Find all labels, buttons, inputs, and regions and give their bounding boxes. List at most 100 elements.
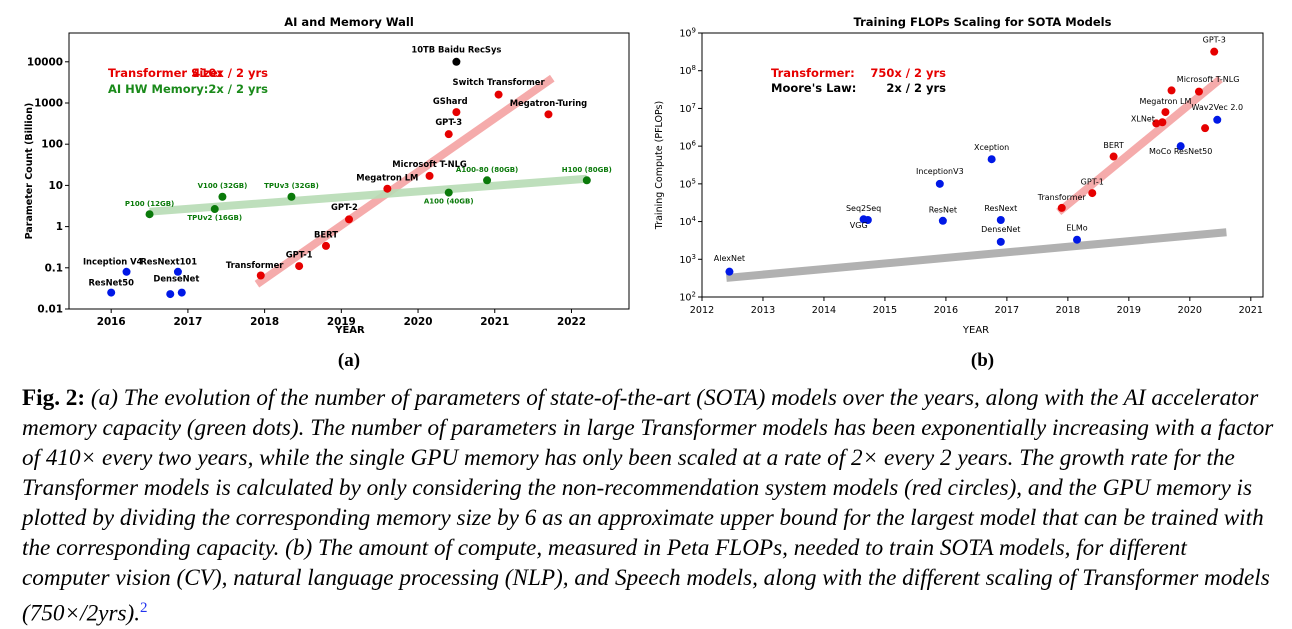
- data-label-switch-transformer: Switch Transformer: [453, 77, 546, 87]
- chart-title: Training FLOPs Scaling for SOTA Models: [854, 15, 1112, 29]
- data-point-gpt-1: [1088, 189, 1097, 198]
- data-label-tpuv2-16gb: TPUv2 (16GB): [187, 214, 242, 222]
- x-tick-label: 2016: [934, 305, 958, 316]
- data-label-resnext: ResNext: [984, 204, 1017, 213]
- data-point-a100-40gb: [444, 188, 453, 197]
- data-label-gpt-3: GPT-3: [435, 117, 462, 127]
- y-tick-label: 104: [679, 215, 696, 228]
- legend-value: 750x / 2 yrs: [870, 66, 946, 80]
- data-point-megatron-lm: [1161, 108, 1170, 117]
- chart-panel-b: Training FLOPs Scaling for SOTA Models 20…: [646, 0, 1292, 380]
- y-axis-label: Parameter Count (Billion): [24, 103, 35, 240]
- legend-value: 2x / 2 yrs: [886, 81, 946, 95]
- y-tick-label: 107: [679, 102, 696, 115]
- caption-footnote: 2: [140, 600, 148, 616]
- y-tick-label: 1: [56, 221, 63, 233]
- figure-caption: Fig. 2: (a) The evolution of the number …: [22, 383, 1274, 629]
- x-tick-label: 2019: [327, 316, 356, 328]
- x-tick-label: 2012: [690, 305, 714, 316]
- y-tick-label: 1000: [34, 97, 63, 109]
- y-tick-label: 100: [41, 139, 63, 151]
- data-label-transformer: Transformer: [226, 260, 284, 270]
- data-label-inceptionv3: InceptionV3: [916, 167, 964, 176]
- y-tick-label: 10000: [27, 56, 63, 68]
- data-label-tpuv3-32gb: TPUv3 (32GB): [264, 182, 319, 190]
- chart-title: AI and Memory Wall: [284, 15, 414, 29]
- plot-frame: [68, 32, 630, 310]
- legend-value: 2x / 2 yrs: [208, 82, 268, 96]
- data-label-seq2seq: Seq2Seq: [846, 204, 881, 213]
- x-tick-label: 2017: [995, 305, 1019, 316]
- data-label-moco-resnet50: MoCo ResNet50: [1149, 147, 1212, 156]
- data-label-inception-v4: Inception V4: [83, 257, 143, 267]
- data-label-megatron-lm: Megatron LM: [1139, 97, 1191, 106]
- data-point-xlnet: [1152, 119, 1161, 128]
- data-label-10tb-baidu-recsys: 10TB Baidu RecSys: [411, 44, 501, 54]
- y-tick-label: 10: [49, 180, 63, 192]
- trend-line-transformer-trend: [254, 74, 555, 288]
- data-point-10tb-baidu-recsys: [452, 57, 461, 66]
- data-point-bert: [321, 241, 330, 250]
- x-tick-label: 2014: [812, 305, 836, 316]
- legend-label: Transformer:: [771, 66, 855, 80]
- caption-text: (a) The evolution of the number of param…: [22, 385, 1274, 627]
- data-point-h100-80gb: [582, 176, 591, 185]
- y-axis-label: Training Compute (PFLOPs): [654, 101, 665, 230]
- data-label-densenet: DenseNet: [153, 274, 199, 284]
- legend-label: Moore's Law:: [771, 81, 856, 95]
- data-label-bert: BERT: [1103, 141, 1124, 150]
- x-tick-label: 2022: [557, 316, 586, 328]
- data-point-densenet: [996, 237, 1005, 246]
- x-tick-label: 2020: [1178, 305, 1202, 316]
- data-label-gpt-1: GPT-1: [1081, 177, 1104, 186]
- data-point-resnext: [996, 216, 1005, 225]
- data-point-gshard: [452, 108, 461, 117]
- data-point-switch-transformer: [494, 90, 503, 99]
- data-point-tpuv3-32gb: [287, 192, 296, 201]
- y-tick-label: 103: [679, 253, 696, 266]
- x-tick-label: 2015: [873, 305, 897, 316]
- data-point-gpt-3: [1210, 47, 1219, 56]
- data-label-xception: Xception: [974, 143, 1009, 152]
- data-point-resnet50: [107, 288, 116, 297]
- data-label-bert: BERT: [314, 229, 338, 239]
- data-point-unlabeled: [1167, 86, 1176, 95]
- y-tick-label: 0.01: [37, 304, 63, 316]
- x-tick-label: 2016: [97, 316, 126, 328]
- y-tick-label: 109: [679, 27, 696, 40]
- data-point-megatron-turing: [544, 110, 553, 119]
- data-point-transformer: [256, 271, 265, 280]
- chart-a-svg: AI and Memory Wall 2016 2017 2018 2019 2020 20…: [24, 15, 630, 371]
- data-label-wav2vec-2-0: Wav2Vec 2.0: [1191, 103, 1243, 112]
- data-point-resnext101: [173, 267, 182, 276]
- data-point-inceptionv3: [935, 179, 944, 188]
- data-point-alexnet: [725, 267, 734, 276]
- data-point-resnet: [938, 216, 947, 225]
- data-label-a100-80-80gb: A100-80 (80GB): [456, 166, 518, 174]
- caption-fig-label: Fig. 2:: [22, 385, 86, 411]
- data-label-xlnet: XLNet: [1131, 115, 1155, 124]
- legend-value: 410x / 2 yrs: [192, 66, 268, 80]
- data-label-resnext101: ResNext101: [140, 257, 197, 267]
- data-point-unlabeled: [1201, 124, 1210, 133]
- data-point-bert: [1109, 152, 1118, 161]
- data-label-densenet: DenseNet: [981, 225, 1020, 234]
- data-point-moco-resnet50: [1176, 142, 1185, 151]
- data-point-megatron-lm: [383, 184, 392, 193]
- data-label-gpt-1: GPT-1: [286, 249, 313, 259]
- data-label-alexnet: AlexNet: [714, 254, 745, 263]
- x-tick-label: 2021: [480, 316, 509, 328]
- x-tick-label: 2019: [1117, 305, 1141, 316]
- data-label-microsoft-t-nlg: Microsoft T-NLG: [392, 159, 467, 169]
- legend-label: AI HW Memory:: [108, 82, 208, 96]
- data-point-xception: [987, 155, 996, 164]
- y-tick-label: 102: [679, 291, 696, 304]
- data-point-gpt-1: [295, 262, 304, 271]
- trend-line-memory-trend: [149, 174, 588, 216]
- data-label-v100-32gb: V100 (32GB): [198, 182, 248, 190]
- data-point-unlabeled: [166, 290, 175, 299]
- legend-label: Transformer Size:: [108, 66, 222, 80]
- data-label-megatron-lm: Megatron LM: [356, 173, 418, 183]
- x-axis-label: YEAR: [962, 325, 989, 336]
- chart-panel-a: AI and Memory Wall 2016 2017 2018 2019 2020 20…: [0, 0, 646, 380]
